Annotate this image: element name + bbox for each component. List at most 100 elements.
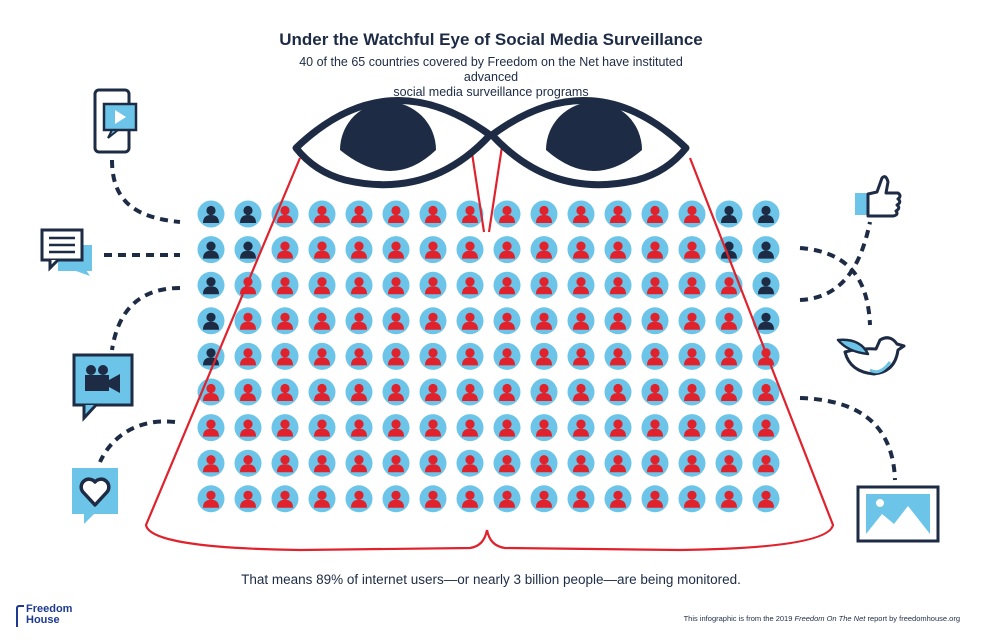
phone-video-icon <box>93 88 138 154</box>
person-icon <box>382 378 410 406</box>
person-icon <box>234 485 262 513</box>
person-icon <box>567 271 595 299</box>
person-icon <box>604 449 632 477</box>
person-icon <box>715 271 743 299</box>
person-icon <box>345 414 373 442</box>
person-icon <box>752 414 780 442</box>
person-icon <box>493 200 521 228</box>
person-icon <box>234 236 262 264</box>
person-icon <box>234 271 262 299</box>
thumbs-up-icon <box>855 175 902 218</box>
person-icon <box>715 378 743 406</box>
person-icon <box>308 414 336 442</box>
person-icon <box>604 342 632 370</box>
person-icon <box>641 449 669 477</box>
connector-line-heart <box>98 419 176 463</box>
person-icon <box>567 378 595 406</box>
subtitle-line-2: social media surveillance programs <box>393 85 589 99</box>
person-icon <box>678 236 706 264</box>
person-icon <box>752 271 780 299</box>
person-icon <box>308 449 336 477</box>
person-icon <box>530 378 558 406</box>
person-icon <box>456 342 484 370</box>
credit-prefix: This infographic is from the 2019 <box>683 614 795 623</box>
person-icon <box>604 236 632 264</box>
person-icon <box>197 200 225 228</box>
person-icon <box>197 485 225 513</box>
person-icon <box>493 236 521 264</box>
person-icon <box>197 449 225 477</box>
person-icon <box>419 271 447 299</box>
person-icon <box>752 236 780 264</box>
infographic-title: Under the Watchful Eye of Social Media S… <box>279 30 703 49</box>
person-icon <box>234 414 262 442</box>
person-icon <box>715 342 743 370</box>
person-icon <box>715 449 743 477</box>
person-icon <box>752 200 780 228</box>
person-icon <box>493 307 521 335</box>
person-icon <box>345 307 373 335</box>
person-icon <box>382 200 410 228</box>
person-icon <box>197 414 225 442</box>
infographic-subtitle: 40 of the 65 countries covered by Freedo… <box>291 55 691 100</box>
person-icon <box>456 200 484 228</box>
inner-beam-right <box>487 139 505 233</box>
person-icon <box>382 449 410 477</box>
person-icon <box>678 378 706 406</box>
person-icon <box>604 485 632 513</box>
person-icon <box>419 485 447 513</box>
person-icon <box>197 236 225 264</box>
person-icon <box>530 236 558 264</box>
person-icon <box>271 307 299 335</box>
person-icon <box>419 342 447 370</box>
chat-bubble-icon <box>40 228 92 276</box>
brand-line-2: House <box>26 614 60 626</box>
connector-line-image <box>799 396 897 481</box>
person-icon <box>641 485 669 513</box>
person-icon <box>530 342 558 370</box>
person-icon <box>234 342 262 370</box>
person-icon <box>419 307 447 335</box>
person-icon <box>308 200 336 228</box>
person-icon <box>382 342 410 370</box>
person-icon <box>567 236 595 264</box>
person-icon <box>345 236 373 264</box>
person-icon <box>419 236 447 264</box>
person-icon <box>678 414 706 442</box>
person-icon <box>641 414 669 442</box>
person-icon <box>530 485 558 513</box>
person-icon <box>678 271 706 299</box>
person-icon <box>530 449 558 477</box>
person-icon <box>308 236 336 264</box>
person-icon <box>641 307 669 335</box>
person-icon <box>271 449 299 477</box>
torch-mark-icon <box>16 605 24 627</box>
person-icon <box>419 449 447 477</box>
person-icon <box>456 271 484 299</box>
person-icon <box>419 378 447 406</box>
source-credit: This infographic is from the 2019 Freedo… <box>684 614 960 623</box>
person-icon <box>567 449 595 477</box>
person-icon <box>197 271 225 299</box>
person-icon <box>678 449 706 477</box>
brand-line-1: Freedom <box>26 603 73 615</box>
person-icon <box>567 342 595 370</box>
person-icon <box>715 485 743 513</box>
person-icon <box>271 378 299 406</box>
person-icon <box>456 307 484 335</box>
person-icon <box>234 307 262 335</box>
person-icon <box>604 307 632 335</box>
person-icon <box>197 342 225 370</box>
person-icon <box>752 342 780 370</box>
credit-suffix: report by freedomhouse.org <box>865 614 960 623</box>
person-icon <box>234 200 262 228</box>
person-icon <box>715 200 743 228</box>
person-icon <box>197 307 225 335</box>
person-icon <box>271 485 299 513</box>
connector-line-bird <box>799 221 872 302</box>
connector-line-camera <box>110 286 181 351</box>
person-icon <box>345 378 373 406</box>
person-icon <box>345 200 373 228</box>
person-icon <box>641 342 669 370</box>
person-icon <box>752 449 780 477</box>
